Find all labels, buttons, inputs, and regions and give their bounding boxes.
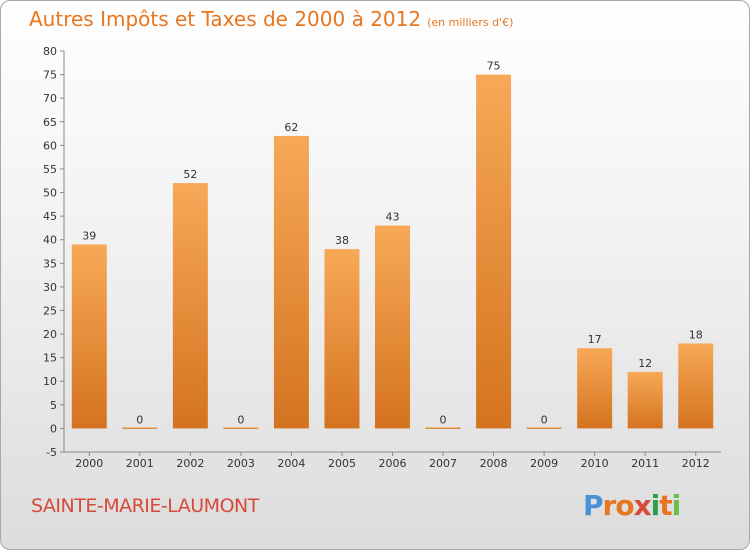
x-tick-label: 2011 xyxy=(631,457,659,470)
logo-letter: P xyxy=(583,489,604,522)
y-tick-label: 25 xyxy=(43,304,57,317)
y-tick-label: 15 xyxy=(43,352,57,365)
logo-letter: x xyxy=(633,489,652,522)
bar-value-label: 52 xyxy=(183,168,197,181)
logo-letter: i xyxy=(671,489,682,522)
y-tick-label: 0 xyxy=(50,422,57,435)
y-tick-label: 5 xyxy=(50,399,57,412)
bar-value-label: 43 xyxy=(386,211,400,224)
chart-title-text: Autres Impôts et Taxes de 2000 à 2012 xyxy=(29,7,422,31)
x-tick-label: 2007 xyxy=(429,457,457,470)
logo-letter: o xyxy=(615,489,634,522)
proxiti-logo: Proxiti xyxy=(583,489,682,522)
bar xyxy=(476,74,512,429)
y-tick-label: 65 xyxy=(43,116,57,129)
y-tick-label: 60 xyxy=(43,139,57,152)
y-tick-label: 70 xyxy=(43,92,57,105)
y-tick-label: 30 xyxy=(43,281,57,294)
x-tick-label: 2005 xyxy=(328,457,356,470)
value-labels: 39 0 52 0 62 38 43 0 75 0 17 12 18 xyxy=(82,60,702,427)
x-tick-label: 2000 xyxy=(75,457,103,470)
x-tick-label: 2002 xyxy=(176,457,204,470)
y-tick-label: 80 xyxy=(43,45,57,58)
logo-letter: t xyxy=(659,489,672,522)
bar xyxy=(627,371,663,429)
bar xyxy=(122,427,158,429)
bar-value-label: 0 xyxy=(440,413,447,426)
x-tick-label: 2006 xyxy=(379,457,407,470)
chart-unit: (en milliers d'€) xyxy=(427,16,514,29)
x-tick-label: 2010 xyxy=(581,457,609,470)
bar xyxy=(172,183,208,429)
bar xyxy=(678,343,714,429)
bar xyxy=(273,135,309,429)
y-axis: -5 0 5 10 15 20 25 30 35 40 45 50 55 60 65 70 75 80 xyxy=(43,45,65,459)
bar-value-label: 0 xyxy=(237,413,244,426)
bar-value-label: 0 xyxy=(136,413,143,426)
bars xyxy=(71,74,714,429)
y-tick-label: 35 xyxy=(43,257,57,270)
x-axis: 2000 2001 2002 2003 2004 2005 2006 2007 2008 2009… xyxy=(64,451,721,470)
bar-value-label: 62 xyxy=(284,121,298,134)
bar xyxy=(223,427,259,429)
x-tick-label: 2008 xyxy=(480,457,508,470)
y-tick-label: 50 xyxy=(43,187,57,200)
logo-letter: r xyxy=(602,489,617,522)
bar xyxy=(526,427,562,429)
logo-letter: i xyxy=(650,489,661,522)
bar xyxy=(375,225,410,429)
x-tick-label: 2012 xyxy=(682,457,710,470)
x-tick-label: 2004 xyxy=(277,457,305,470)
bar xyxy=(425,427,461,429)
chart-title: Autres Impôts et Taxes de 2000 à 2012 (en… xyxy=(29,7,513,31)
y-tick-label: 10 xyxy=(43,375,57,388)
bar-value-label: 75 xyxy=(487,60,501,73)
bar xyxy=(577,348,613,429)
y-tick-label: 45 xyxy=(43,210,57,223)
bar-value-label: 0 xyxy=(541,413,548,426)
bar xyxy=(324,249,360,429)
y-tick-label: -5 xyxy=(46,446,57,459)
x-tick-label: 2003 xyxy=(227,457,255,470)
bar-value-label: 39 xyxy=(82,229,96,242)
x-tick-label: 2009 xyxy=(530,457,558,470)
y-tick-label: 40 xyxy=(43,234,57,247)
bar xyxy=(71,244,107,429)
bar-value-label: 12 xyxy=(638,357,652,370)
town-name: SAINTE-MARIE-LAUMONT xyxy=(31,495,259,517)
y-tick-label: 20 xyxy=(43,328,57,341)
y-tick-label: 55 xyxy=(43,163,57,176)
bar-value-label: 18 xyxy=(689,328,703,341)
bar-value-label: 38 xyxy=(335,234,349,247)
x-tick-label: 2001 xyxy=(126,457,154,470)
bar-value-label: 17 xyxy=(588,333,602,346)
y-tick-label: 75 xyxy=(43,69,57,82)
